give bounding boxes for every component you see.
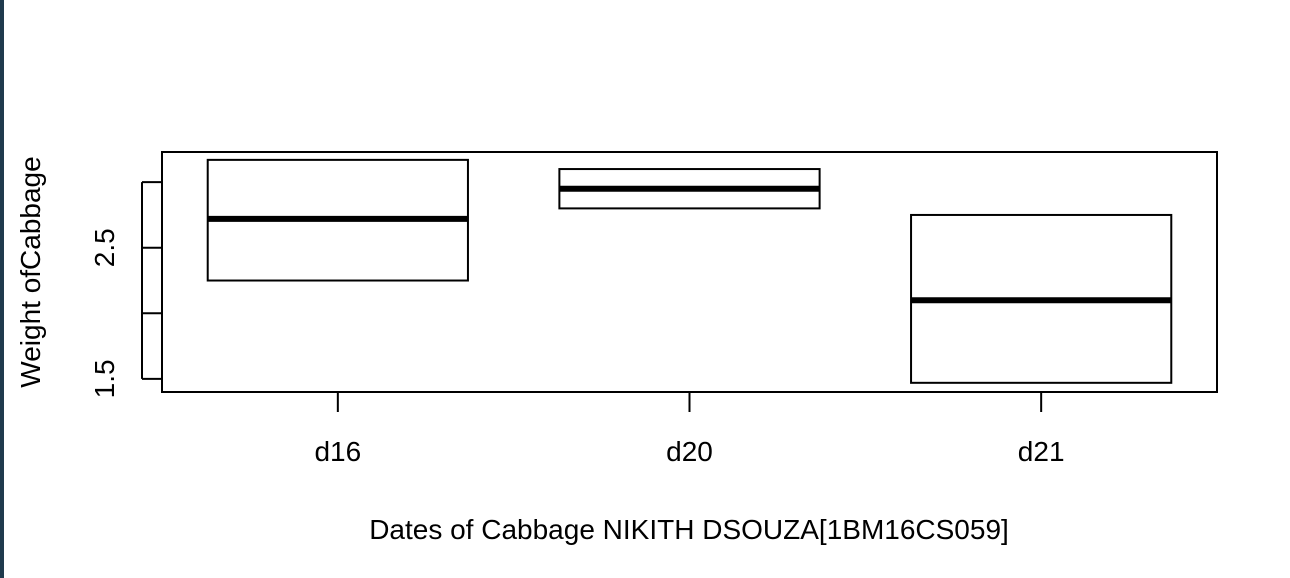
x-tick-label: d21 — [1018, 436, 1065, 467]
boxes — [206, 158, 1173, 384]
y-tick-label: 2.5 — [89, 228, 120, 267]
y-axis: 1.5 2.5 — [89, 181, 162, 398]
x-axis: d16 d20 d21 — [314, 392, 1065, 467]
y-tick-label: 1.5 — [89, 359, 120, 398]
x-axis-label: Dates of Cabbage NIKITH DSOUZA[1BM16CS05… — [369, 514, 1009, 545]
box-d16 — [206, 158, 469, 282]
x-tick-label: d16 — [314, 436, 361, 467]
window-left-edge — [0, 0, 4, 578]
box-d21 — [910, 213, 1173, 384]
box-d20 — [558, 168, 821, 210]
x-tick-label: d20 — [666, 436, 713, 467]
y-axis-label: Weight ofCabbage — [15, 156, 46, 387]
